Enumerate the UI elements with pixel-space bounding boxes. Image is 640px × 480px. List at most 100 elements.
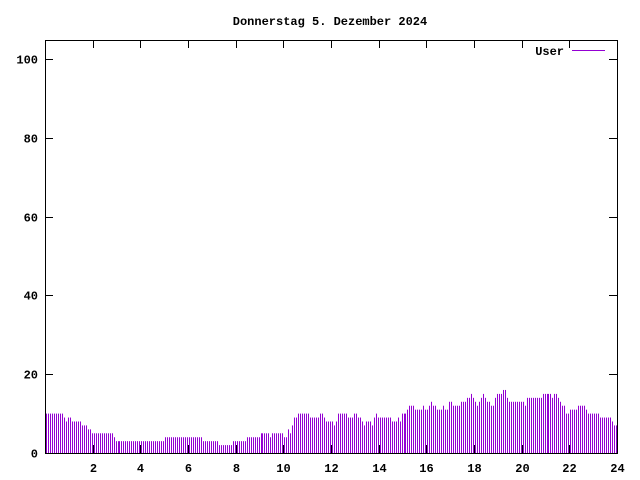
bar	[119, 441, 120, 453]
bar	[211, 441, 212, 453]
x-tick-label: 2	[90, 462, 97, 476]
x-tick-label: 20	[515, 462, 529, 476]
bar	[392, 421, 393, 453]
chart-title: Donnerstag 5. Dezember 2024	[233, 15, 427, 29]
bar	[153, 441, 154, 453]
bar	[485, 397, 486, 453]
bar	[525, 405, 526, 453]
bar	[155, 441, 156, 453]
bar	[253, 437, 254, 453]
bar	[455, 405, 456, 453]
x-tick-label: 24	[610, 462, 624, 476]
bar	[278, 433, 279, 453]
bar	[402, 413, 403, 453]
bar	[415, 409, 416, 453]
bar	[467, 397, 468, 453]
bar	[384, 417, 385, 453]
bar	[280, 433, 281, 453]
bar	[185, 437, 186, 453]
bar	[98, 433, 99, 453]
bar	[376, 413, 377, 453]
bar	[378, 417, 379, 453]
bar	[334, 425, 335, 453]
bar	[62, 413, 63, 453]
bar	[513, 401, 514, 453]
bar	[431, 401, 432, 453]
bar	[417, 409, 418, 453]
bar	[167, 437, 168, 453]
bar	[324, 417, 325, 453]
bar	[358, 417, 359, 453]
bar	[302, 413, 303, 453]
bar	[310, 417, 311, 453]
bar	[157, 441, 158, 453]
x-tick-label: 10	[276, 462, 290, 476]
bar	[237, 441, 238, 453]
bar	[469, 397, 470, 453]
bar	[614, 425, 615, 453]
bar	[112, 433, 113, 453]
bar	[274, 433, 275, 453]
bar	[552, 397, 553, 453]
bar	[328, 421, 329, 453]
bar	[314, 417, 315, 453]
bar	[56, 413, 57, 453]
bar	[90, 429, 91, 453]
bar	[296, 417, 297, 453]
bar	[159, 441, 160, 453]
bar	[550, 393, 551, 453]
bar	[231, 445, 232, 453]
bar	[127, 441, 128, 453]
bar	[245, 441, 246, 453]
bar	[141, 441, 142, 453]
legend: User	[535, 45, 605, 59]
bar	[191, 437, 192, 453]
bar	[46, 413, 47, 453]
bar	[60, 413, 61, 453]
bar	[336, 421, 337, 453]
bar	[48, 413, 49, 453]
bar	[594, 413, 595, 453]
bar	[114, 437, 115, 453]
x-tick-label: 4	[137, 462, 144, 476]
bar	[602, 417, 603, 453]
bar	[259, 437, 260, 453]
bar	[511, 401, 512, 453]
bar	[233, 441, 234, 453]
bar	[405, 413, 406, 453]
bar	[177, 437, 178, 453]
bar	[366, 421, 367, 453]
bar	[471, 393, 472, 453]
x-tick-label: 18	[467, 462, 481, 476]
bar	[400, 421, 401, 453]
bar	[68, 417, 69, 453]
bar	[227, 445, 228, 453]
bar	[545, 393, 546, 453]
bar	[362, 421, 363, 453]
bar	[94, 433, 95, 453]
bar	[523, 401, 524, 453]
bar	[270, 437, 271, 453]
bar	[235, 441, 236, 453]
bar	[433, 405, 434, 453]
bar	[350, 417, 351, 453]
bar	[149, 441, 150, 453]
bar	[249, 437, 250, 453]
bar	[451, 401, 452, 453]
bar	[344, 413, 345, 453]
legend-label: User	[535, 45, 564, 59]
bar	[143, 441, 144, 453]
bar	[330, 421, 331, 453]
bar	[135, 441, 136, 453]
bar	[173, 437, 174, 453]
bar	[527, 397, 528, 453]
bar	[217, 441, 218, 453]
bar	[161, 441, 162, 453]
bar	[118, 441, 119, 453]
bar	[429, 405, 430, 453]
bar	[268, 433, 269, 453]
x-tick-label: 16	[419, 462, 433, 476]
bar	[286, 437, 287, 453]
bar	[475, 401, 476, 453]
